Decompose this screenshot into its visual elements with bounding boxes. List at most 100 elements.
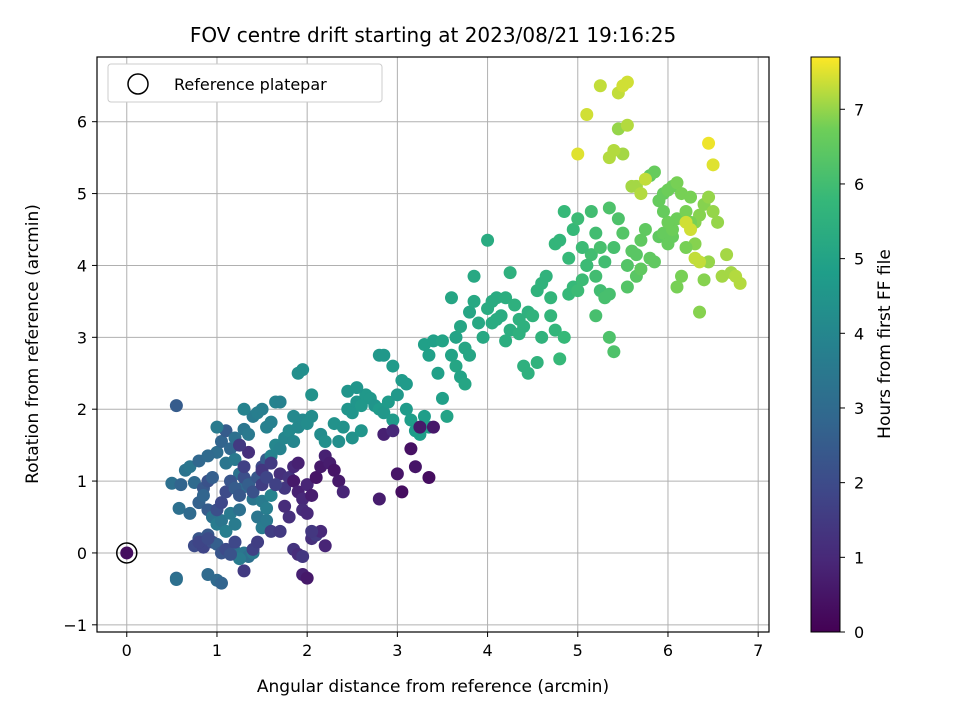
- scatter-point: [634, 187, 648, 201]
- scatter-point: [647, 255, 661, 269]
- scatter-point: [214, 576, 228, 590]
- colorbar-tick-label: 7: [854, 100, 864, 119]
- colorbar-tick-label: 5: [854, 250, 864, 269]
- scatter-point: [499, 334, 513, 348]
- scatter-point: [305, 524, 319, 538]
- scatter-point: [620, 280, 634, 294]
- scatter-point: [305, 409, 319, 423]
- scatter-point: [228, 453, 242, 466]
- scatter-point: [172, 501, 186, 515]
- scatter-point: [638, 172, 652, 186]
- x-tick-label: 2: [302, 641, 312, 660]
- scatter-point: [300, 478, 314, 492]
- scatter-point: [503, 266, 517, 280]
- scatter-point: [693, 255, 707, 269]
- scatter-point: [598, 255, 612, 269]
- scatter-point: [386, 413, 400, 427]
- scatter-point: [571, 212, 585, 226]
- scatter-point: [354, 424, 368, 438]
- colorbar-tick-label: 0: [854, 623, 864, 642]
- scatter-point: [345, 406, 359, 420]
- scatter-point: [336, 485, 350, 499]
- scatter-point: [282, 510, 296, 524]
- scatter-point: [417, 409, 431, 423]
- scatter-point: [336, 420, 350, 434]
- scatter-point: [255, 402, 269, 416]
- scatter-point: [413, 420, 427, 434]
- scatter-point: [196, 488, 210, 502]
- scatter-point: [399, 377, 413, 391]
- scatter-point: [381, 395, 395, 409]
- scatter-point: [233, 488, 247, 502]
- scatter-point: [449, 330, 463, 344]
- scatter-point: [404, 442, 418, 456]
- scatter-point: [702, 136, 716, 150]
- scatter-point: [296, 363, 310, 377]
- scatter-point: [593, 79, 607, 93]
- scatter-point: [426, 334, 440, 348]
- scatter-point: [472, 316, 486, 330]
- colorbar-label: Hours from first FF file: [875, 249, 895, 439]
- scatter-point: [584, 205, 598, 219]
- scatter-point: [183, 506, 197, 520]
- scatter-point: [314, 524, 328, 538]
- plot-frame: [96, 56, 770, 633]
- scatter-point: [454, 320, 468, 334]
- scatter-point: [422, 470, 436, 484]
- scatter-point: [481, 233, 495, 247]
- scatter-point: [350, 381, 364, 395]
- scatter-point: [535, 330, 549, 344]
- scatter-point: [566, 223, 580, 236]
- scatter-point: [287, 474, 301, 488]
- scatter-point: [711, 215, 725, 229]
- scatter-point: [553, 233, 567, 247]
- scatter-point: [661, 215, 675, 229]
- scatter-point: [616, 226, 630, 240]
- scatter-point: [720, 248, 734, 262]
- scatter-point: [309, 470, 323, 484]
- scatter-point: [291, 456, 305, 470]
- legend-label: Reference platepar: [174, 75, 327, 94]
- scatter-point: [467, 269, 481, 283]
- scatter-point: [440, 409, 454, 423]
- scatter-point: [499, 291, 513, 305]
- scatter-point: [305, 488, 319, 502]
- x-tick-label: 6: [663, 641, 673, 660]
- scatter-point: [539, 269, 553, 283]
- scatter-point: [201, 568, 215, 581]
- scatter-point: [395, 485, 409, 499]
- scatter-point: [611, 212, 625, 226]
- scatter-point: [544, 291, 558, 305]
- scatter-point: [345, 431, 359, 445]
- scatter-point: [458, 377, 472, 391]
- x-tick-label: 1: [212, 641, 222, 660]
- scatter-point: [521, 366, 535, 380]
- scatter-point: [494, 309, 508, 323]
- scatter-point: [435, 391, 449, 405]
- scatter-point: [278, 499, 292, 513]
- y-tick-label: 5: [77, 185, 87, 204]
- scatter-point: [404, 413, 418, 427]
- scatter-point: [463, 348, 477, 362]
- scatter-point: [449, 359, 463, 373]
- scatter-point: [463, 305, 477, 319]
- colorbar-ticks: 0 1 2 3 4 5 6 7: [840, 100, 864, 642]
- scatter-point: [553, 352, 567, 366]
- scatter-point: [273, 442, 287, 456]
- colorbar: 0 1 2 3 4 5 6 7 Hours from first FF file: [810, 56, 895, 642]
- scatter-point: [390, 388, 404, 402]
- colorbar-tick-label: 3: [854, 399, 864, 418]
- x-tick-label: 7: [753, 641, 763, 660]
- scatter-point: [214, 435, 228, 449]
- legend-marker-icon: [127, 73, 149, 95]
- scatter-point: [260, 470, 274, 484]
- scatter-point: [571, 147, 585, 161]
- scatter-point: [408, 460, 422, 474]
- scatter-point: [675, 269, 689, 283]
- y-axis-label: Rotation from reference (arcmin): [23, 204, 43, 484]
- scatter-point: [210, 420, 224, 434]
- reference-point: [120, 546, 134, 560]
- data-points: [165, 75, 747, 590]
- colorbar-tick-label: 1: [854, 548, 864, 567]
